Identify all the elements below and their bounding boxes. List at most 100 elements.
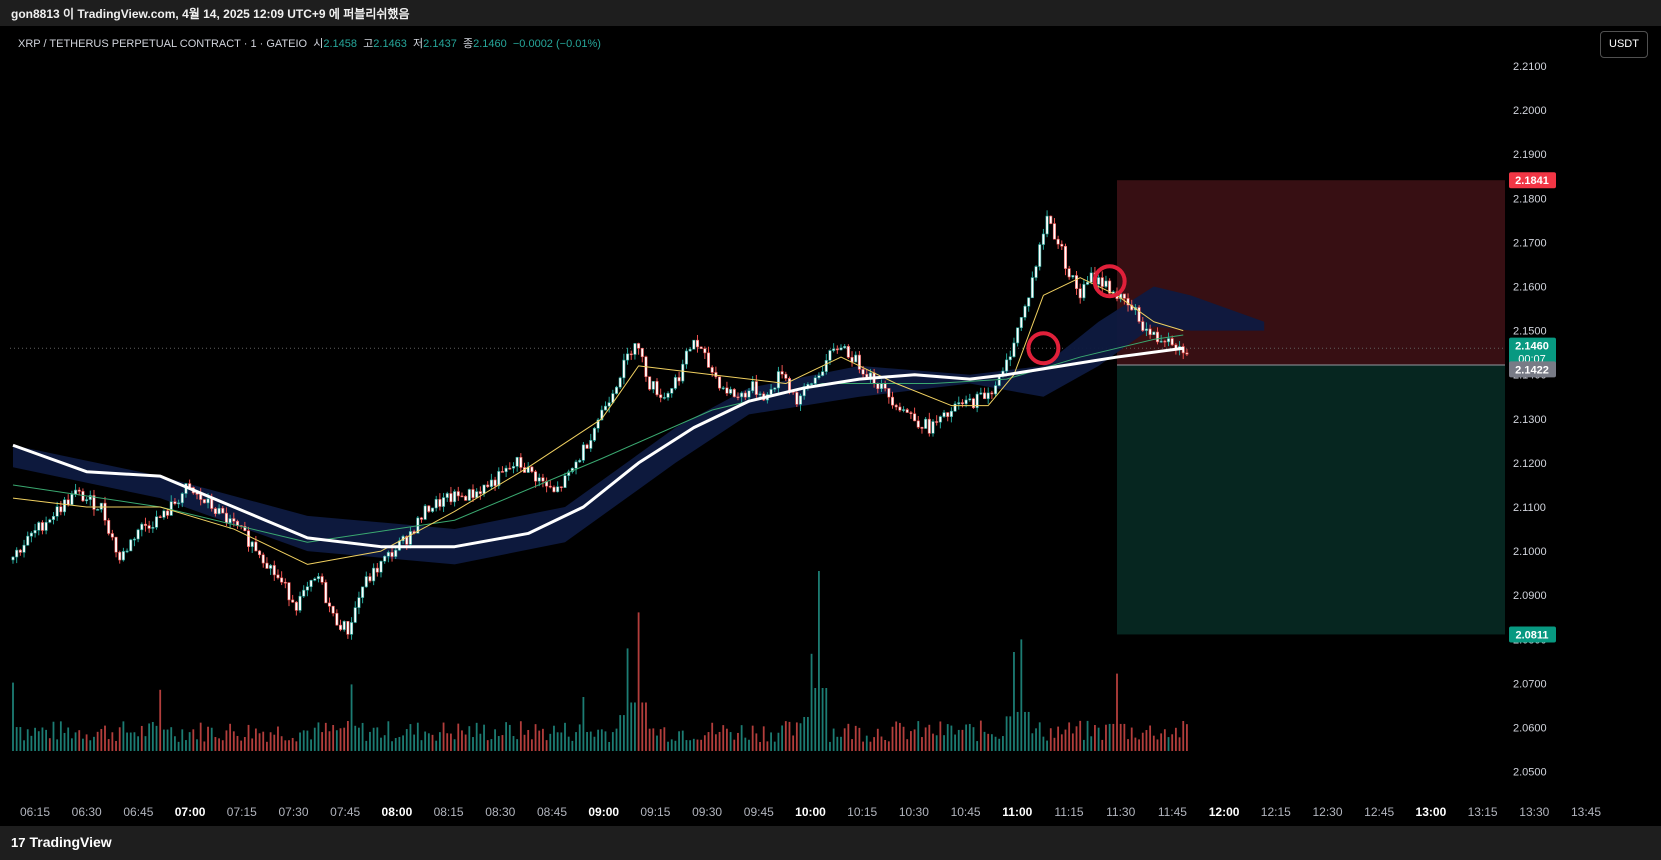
volume-bar (998, 738, 1001, 751)
x-tick-label: 10:30 (899, 805, 929, 819)
volume-bar (464, 734, 467, 751)
volume-bar (792, 735, 795, 751)
candle-body (63, 499, 67, 513)
y-tick-label: 2.0900 (1513, 590, 1547, 602)
volume-bar (1182, 720, 1185, 751)
volume-bar (324, 722, 327, 751)
volume-bar (692, 738, 695, 751)
y-tick-label: 2.0600 (1513, 723, 1547, 735)
volume-bar (317, 722, 320, 751)
volume-bar (291, 737, 294, 751)
candle-body (677, 377, 681, 382)
volume-bar (748, 739, 750, 751)
volume-bar (1123, 723, 1126, 751)
change-value: −0.0002 (−0.01%) (512, 38, 601, 50)
candle-body (541, 477, 545, 482)
candle-body (655, 381, 659, 396)
close-value: 2.1460 (473, 38, 507, 50)
volume-bar (284, 740, 287, 751)
volume-bar (1152, 735, 1155, 751)
volume-bar (420, 740, 423, 751)
candle-body (854, 354, 858, 363)
ma-slow-line (12, 346, 1184, 549)
volume-bar (770, 732, 772, 751)
candle-body (651, 381, 655, 390)
candle-body (324, 582, 328, 604)
candle-body (688, 348, 692, 352)
volume-bar (1002, 736, 1004, 751)
candle-body (629, 353, 633, 356)
candle-body (107, 520, 111, 534)
candle-body (269, 565, 273, 569)
volume-bar (446, 733, 449, 751)
candle-body (589, 440, 593, 449)
candle-body (718, 376, 722, 389)
candle-body (581, 444, 585, 461)
volume-bar (681, 730, 684, 751)
volume-bar (140, 725, 143, 751)
candle-body (618, 377, 622, 388)
candle-body (316, 576, 320, 580)
volume-bar (1060, 734, 1063, 751)
volume-bar (1145, 730, 1148, 751)
candle-body (261, 554, 265, 564)
candle-body (537, 477, 541, 482)
volume-bar (1027, 711, 1030, 751)
candle-body (839, 347, 843, 351)
volume-bar (586, 732, 588, 751)
candle-body (166, 510, 170, 516)
volume-bar (494, 729, 496, 751)
y-tick-label: 2.1800 (1513, 193, 1547, 205)
candle-body (486, 484, 490, 487)
volume-bar (740, 725, 743, 751)
volume-bar (968, 723, 971, 751)
candle-body (824, 360, 828, 372)
candle-body (865, 373, 869, 378)
volume-bar (876, 728, 879, 751)
candle-body (931, 421, 935, 434)
volume-bar (1163, 729, 1166, 751)
candle-body (151, 527, 155, 529)
candle-body (666, 393, 670, 398)
candle-body (578, 460, 582, 463)
x-tick-label: 09:15 (640, 805, 670, 819)
candle-body (1185, 352, 1189, 355)
candle-body (670, 388, 674, 394)
volume-bar (1090, 736, 1093, 751)
candle-body (361, 586, 365, 598)
candle-body (44, 522, 48, 531)
volume-bar (1020, 639, 1023, 751)
volume-bar (269, 732, 272, 751)
volume-bar (593, 736, 596, 751)
volume-bar (243, 737, 246, 751)
volume-bar (457, 723, 460, 751)
candle-body (681, 363, 685, 382)
volume-bar (266, 741, 268, 751)
volume-bar (932, 733, 934, 751)
volume-bar (225, 730, 228, 751)
volume-bar (626, 648, 629, 751)
volume-bar (100, 728, 103, 751)
current-price-label-bg (1509, 337, 1556, 366)
candle-body (77, 489, 81, 492)
candle-body (743, 392, 747, 398)
candle-body (953, 403, 957, 412)
volume-bar (383, 735, 386, 751)
candle-body (471, 489, 475, 498)
candle-body (265, 562, 269, 569)
close-label: 종 (462, 38, 474, 50)
volume-bar (409, 724, 412, 751)
currency-button[interactable]: USDT (1600, 31, 1648, 58)
candle-body (574, 461, 578, 469)
volume-bar (560, 732, 563, 751)
candle-body (780, 371, 784, 375)
volume-bar (648, 728, 651, 751)
candle-body (302, 589, 306, 597)
volume-bar (538, 730, 541, 751)
candle-body (15, 549, 19, 558)
volume-bar (118, 727, 121, 751)
volume-bar (840, 736, 842, 751)
x-tick-label: 08:00 (382, 805, 413, 819)
tradingview-logo[interactable]: 17 TradingView (11, 834, 112, 850)
